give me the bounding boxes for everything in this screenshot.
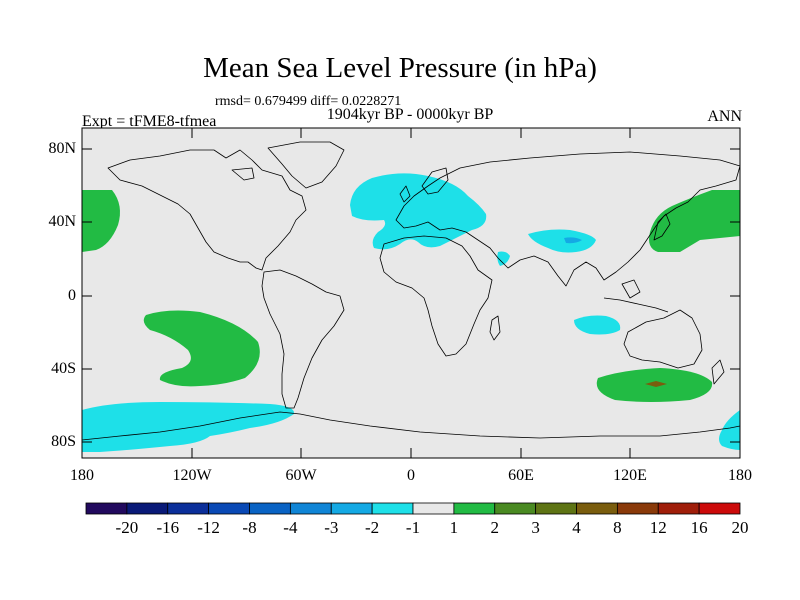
lon-label-60w: 60W: [285, 467, 317, 484]
axis-ticks: [82, 128, 740, 458]
negative-region-southern-ocean-east: [719, 410, 740, 450]
colorbar-swatch: [289, 502, 332, 515]
colorbar-label: -8: [242, 518, 257, 537]
lat-label-0: 0: [68, 287, 76, 304]
colorbar-swatch: [535, 502, 577, 515]
colorbar-swatch: [494, 502, 537, 515]
colorbar-label: -12: [197, 518, 220, 537]
colorbar-label: -4: [283, 518, 298, 537]
coastline-indonesia: [603, 297, 669, 313]
lon-label-180e: 180: [728, 467, 752, 484]
colorbar-swatch: [208, 502, 250, 515]
negative-region-europe: [350, 173, 487, 250]
anomaly-regions: [82, 173, 740, 452]
colorbar-swatch: [698, 502, 741, 515]
experiment-label: Expt = tFME8-tfmea: [82, 113, 217, 130]
coastline-north-america: [107, 149, 307, 271]
colorbar-label: -16: [156, 518, 180, 537]
negative-region-indian-ocean: [574, 315, 621, 335]
lon-label-120e: 120E: [613, 467, 647, 484]
colorbar-swatch: [249, 502, 291, 515]
coastline-new-zealand: [711, 359, 725, 385]
colorbar-label: 3: [531, 518, 540, 537]
coastline-borneo: [621, 279, 641, 299]
lon-label-60e: 60E: [508, 467, 534, 484]
lon-label-0: 0: [407, 467, 415, 484]
lat-label-40s: 40S: [51, 360, 76, 377]
colorbar-label: 2: [490, 518, 500, 537]
colorbar-swatch: [371, 502, 414, 515]
positive-region-north-pacific-west: [649, 190, 740, 252]
colorbar-label: -3: [324, 518, 339, 537]
colorbar-label: -1: [405, 518, 421, 537]
coastline-africa: [379, 235, 493, 357]
coastline-britain: [399, 185, 411, 203]
colorbar-swatch: [85, 502, 128, 515]
coastline-scandinavia: [421, 167, 449, 195]
colorbar-label: -2: [365, 518, 380, 537]
positive-core-south-indian: [645, 381, 667, 387]
colorbar-label: 12: [649, 518, 667, 537]
colorbar-label: -20: [115, 518, 139, 537]
colorbar-label: 16: [690, 518, 708, 537]
coastline-madagascar: [489, 315, 501, 341]
negative-region-southern-ocean: [82, 402, 295, 452]
season-label: ANN: [707, 108, 742, 125]
lat-label-80n: 80N: [48, 140, 76, 157]
coastline-greenland: [267, 141, 345, 189]
coastline-hudson: [231, 167, 255, 181]
colorbar-swatch: [657, 502, 700, 515]
coastline-antarctica: [81, 411, 741, 441]
positive-region-south-pacific: [143, 310, 260, 387]
colorbar-label: 4: [572, 518, 581, 537]
colorbar-swatch: [616, 502, 659, 515]
lat-label-80s: 80S: [51, 433, 76, 450]
coastlines: [81, 141, 741, 441]
coastline-japan: [653, 213, 671, 241]
colorbar-swatch: [167, 502, 210, 515]
negative-region-arabia: [497, 251, 510, 266]
negative-core-asia: [564, 237, 582, 244]
period-label: 1904kyr BP - 0000kyr BP: [326, 106, 494, 123]
lat-label-40n: 40N: [48, 213, 76, 230]
colorbar-swatch: [330, 502, 373, 515]
coastline-australia: [623, 309, 703, 369]
stats-label: rmsd= 0.679499 diff= 0.0228271: [215, 94, 402, 109]
lon-label-180w: 180: [70, 467, 94, 484]
colorbar-label: 20: [731, 518, 749, 537]
page-title: Mean Sea Level Pressure (in hPa): [203, 52, 597, 84]
negative-region-asia: [528, 229, 596, 253]
colorbar-label: 1: [449, 518, 459, 537]
coastline-eurasia: [395, 151, 741, 287]
positive-region-north-pacific-east: [82, 190, 120, 252]
colorbar: [85, 502, 741, 515]
colorbar-swatch: [412, 502, 455, 515]
colorbar-swatch: [576, 502, 618, 515]
colorbar-label: 8: [613, 518, 622, 537]
colorbar-swatch: [453, 502, 496, 515]
coastline-south-america: [261, 269, 345, 409]
colorbar-swatch: [126, 502, 169, 515]
lon-label-120w: 120W: [172, 467, 212, 484]
